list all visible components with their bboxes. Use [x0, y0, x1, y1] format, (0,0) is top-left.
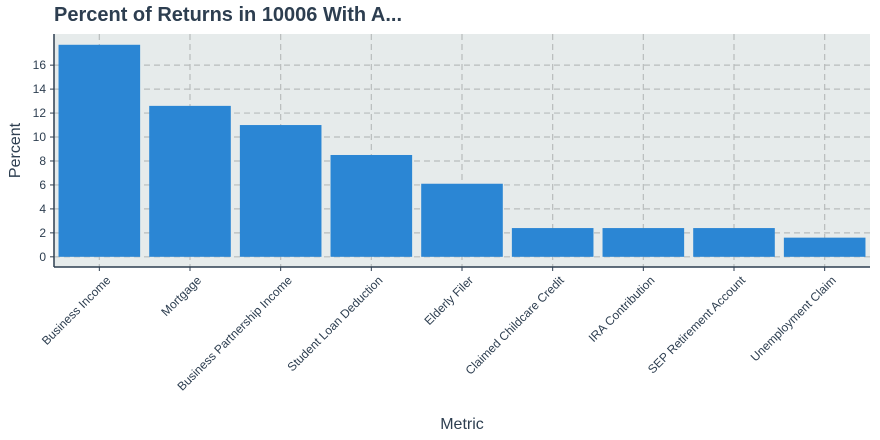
y-tick-label: 14 [33, 82, 47, 96]
x-tick-label: Mortgage [158, 273, 204, 319]
x-tick-label: Elderly Filer [421, 273, 476, 328]
x-tick-label: Claimed Childcare Credit [463, 273, 568, 378]
y-tick-label: 2 [39, 226, 46, 240]
bar [330, 154, 413, 257]
x-tick-label: Business Income [39, 273, 114, 348]
y-axis-label: Percent [7, 122, 24, 178]
bar [239, 125, 322, 257]
y-tick-label: 6 [39, 178, 46, 192]
chart-title: Percent of Returns in 10006 With A... [54, 4, 403, 26]
bar [602, 228, 685, 257]
y-tick-label: 10 [33, 130, 47, 144]
y-tick-labels: 0 2 4 6 8 10 12 14 16 [33, 58, 47, 264]
bars [58, 44, 866, 257]
x-tick-label: Unemployment Claim [748, 273, 839, 364]
bar [149, 105, 231, 257]
y-tick-label: 0 [39, 250, 46, 264]
axes [50, 34, 870, 271]
bar [421, 183, 503, 257]
x-axis-label: Metric [440, 416, 484, 433]
y-tick-label: 12 [33, 106, 47, 120]
x-tick-label: IRA Contribution [586, 273, 658, 345]
x-tick-label: Student Loan Deduction [285, 273, 386, 374]
x-tick-label: SEP Retirement Account [645, 273, 749, 377]
bar [783, 237, 866, 257]
y-tick-label: 16 [33, 58, 47, 72]
y-tick-label: 8 [39, 154, 46, 168]
bar [511, 228, 594, 257]
bar [693, 228, 775, 257]
bar [58, 44, 141, 257]
y-tick-label: 4 [39, 202, 46, 216]
